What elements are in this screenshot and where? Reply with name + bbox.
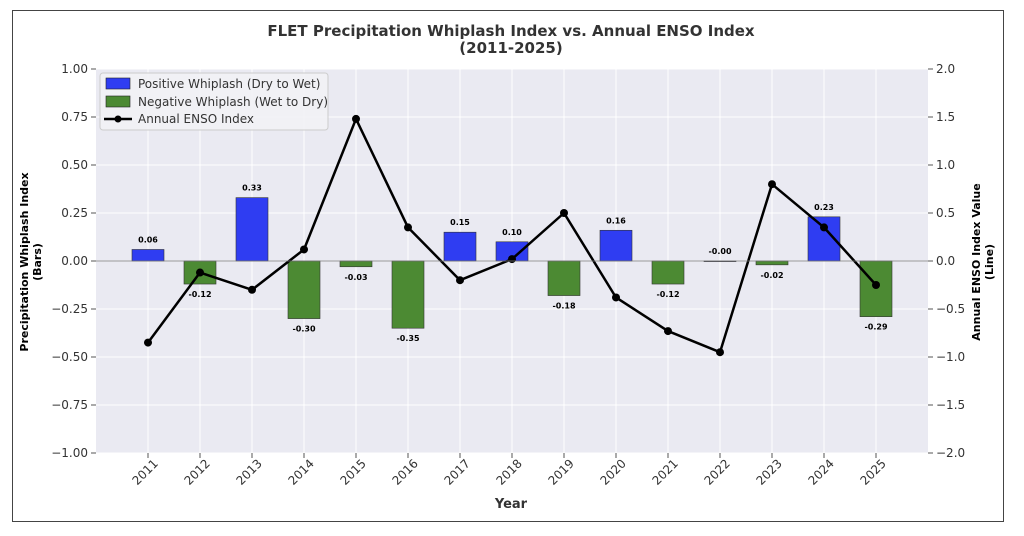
bar-value-label: 0.23 bbox=[814, 203, 834, 212]
enso-point-2025 bbox=[872, 281, 880, 289]
bar-2016 bbox=[391, 260, 425, 329]
x-tick-label: 2015 bbox=[337, 456, 368, 487]
enso-point-2019 bbox=[560, 209, 568, 217]
enso-point-2023 bbox=[768, 180, 776, 189]
bar-labels-layer: 0.06 -0.12 0.33 -0.30 -0.03 -0.35 0.15 0.10 -0.1… bbox=[138, 184, 888, 344]
chart-title-line1: FLET Precipitation Whiplash Index vs. An… bbox=[267, 22, 755, 40]
x-tick-label: 2018 bbox=[493, 456, 524, 487]
enso-point-2017 bbox=[456, 276, 464, 285]
y-left-tick-label: 1.00 bbox=[61, 62, 88, 76]
y-left-tick-label: 0.75 bbox=[61, 110, 88, 124]
bar-value-label: -0.03 bbox=[344, 273, 367, 282]
bar-2011 bbox=[131, 249, 165, 262]
y-right-tick-label: 2.0 bbox=[936, 62, 955, 76]
bar-value-label: 0.10 bbox=[502, 228, 522, 237]
x-tick-label: 2023 bbox=[753, 456, 784, 487]
y-left-tick-label: −1.00 bbox=[51, 446, 88, 460]
y-axis-left-label-line1: Precipitation Whiplash Index bbox=[18, 172, 31, 351]
legend-enso-label: Annual ENSO Index bbox=[138, 112, 254, 126]
bar-value-label: 0.06 bbox=[138, 235, 158, 244]
x-tick-label: 2017 bbox=[441, 456, 472, 487]
x-tick-label: 2021 bbox=[649, 456, 680, 487]
x-tick-label: 2011 bbox=[129, 456, 160, 487]
bar-value-label: -0.30 bbox=[292, 325, 315, 334]
x-tick-label: 2020 bbox=[597, 456, 628, 487]
legend: Positive Whiplash (Dry to Wet) Negative … bbox=[99, 72, 329, 131]
enso-point-2011 bbox=[144, 338, 152, 347]
bar-value-label: 0.15 bbox=[450, 218, 470, 227]
bar-2013 bbox=[235, 197, 269, 262]
x-tick-label: 2016 bbox=[389, 456, 420, 487]
bar-value-label: -0.02 bbox=[760, 271, 783, 280]
x-tick-label: 2012 bbox=[181, 456, 212, 487]
bar-value-label: -0.12 bbox=[656, 290, 679, 299]
enso-point-2014 bbox=[300, 245, 308, 254]
y-left-tick-label: 0.25 bbox=[61, 206, 88, 220]
enso-point-2018 bbox=[508, 255, 516, 264]
y-axis-left-label-line2: (Bars) bbox=[31, 243, 44, 281]
y-left-tick-label: −0.75 bbox=[51, 398, 88, 412]
x-tick-label: 2013 bbox=[233, 456, 264, 487]
x-tick-label: 2019 bbox=[545, 456, 576, 487]
enso-point-2013 bbox=[248, 285, 256, 294]
enso-point-2022 bbox=[716, 348, 724, 357]
x-tick-label: 2022 bbox=[701, 456, 732, 487]
x-axis-label: Year bbox=[494, 497, 528, 512]
bar-2014 bbox=[287, 260, 321, 319]
y-right-tick-label: −1.5 bbox=[936, 398, 965, 412]
y-left-tick-label: 0.00 bbox=[61, 254, 88, 268]
bar-value-label: -0.18 bbox=[552, 302, 575, 311]
bar-2023 bbox=[755, 260, 789, 266]
bar-value-label: 0.33 bbox=[242, 184, 262, 193]
enso-point-2024 bbox=[820, 223, 828, 232]
bar-2015 bbox=[339, 260, 373, 268]
y-right-tick-label: 0.0 bbox=[936, 254, 955, 268]
y-right-tick-label: −1.0 bbox=[936, 350, 965, 364]
enso-point-2021 bbox=[664, 327, 672, 336]
bars-layer bbox=[131, 197, 893, 329]
bar-2020 bbox=[599, 229, 633, 262]
bar-value-label: 0.16 bbox=[606, 216, 626, 225]
bar-2019 bbox=[547, 260, 581, 296]
y-axis-right-label-line2: (Line) bbox=[983, 244, 996, 280]
legend-box bbox=[99, 72, 329, 131]
bar-value-label: -0.29 bbox=[864, 323, 887, 332]
y-axis-right-label-line1: Annual ENSO Index Value bbox=[970, 183, 983, 340]
y-left-tick-label: 0.50 bbox=[61, 158, 88, 172]
bar-2021 bbox=[651, 260, 685, 285]
enso-line-layer bbox=[144, 114, 880, 357]
legend-negative-swatch bbox=[105, 95, 131, 108]
y-left-tick-label: −0.25 bbox=[51, 302, 88, 316]
enso-point-2012 bbox=[196, 268, 204, 277]
bar-value-label: -0.12 bbox=[188, 290, 211, 299]
x-tick-label: 2025 bbox=[857, 456, 888, 487]
x-tick-label: 2014 bbox=[285, 456, 316, 487]
bar-value-label: -0.35 bbox=[396, 334, 419, 343]
y-right-tick-label: 1.0 bbox=[936, 158, 955, 172]
y-right-tick-label: −2.0 bbox=[936, 446, 965, 460]
legend-enso-marker bbox=[114, 115, 122, 123]
enso-point-2020 bbox=[612, 293, 620, 302]
y-right-tick-label: 1.5 bbox=[936, 110, 955, 124]
bar-value-label: -0.00 bbox=[708, 247, 731, 256]
y-right-tick-label: 0.5 bbox=[936, 206, 955, 220]
x-tick-label: 2024 bbox=[805, 456, 836, 487]
legend-negative-label: Negative Whiplash (Wet to Dry) bbox=[138, 95, 328, 109]
bar-2017 bbox=[443, 231, 477, 262]
y-right-tick-label: −0.5 bbox=[936, 302, 965, 316]
enso-point-2016 bbox=[404, 223, 412, 232]
legend-positive-label: Positive Whiplash (Dry to Wet) bbox=[138, 77, 320, 91]
enso-point-2015 bbox=[352, 114, 360, 123]
chart-title-line2: (2011-2025) bbox=[459, 39, 562, 57]
y-left-tick-label: −0.50 bbox=[51, 350, 88, 364]
legend-positive-swatch bbox=[105, 77, 131, 90]
